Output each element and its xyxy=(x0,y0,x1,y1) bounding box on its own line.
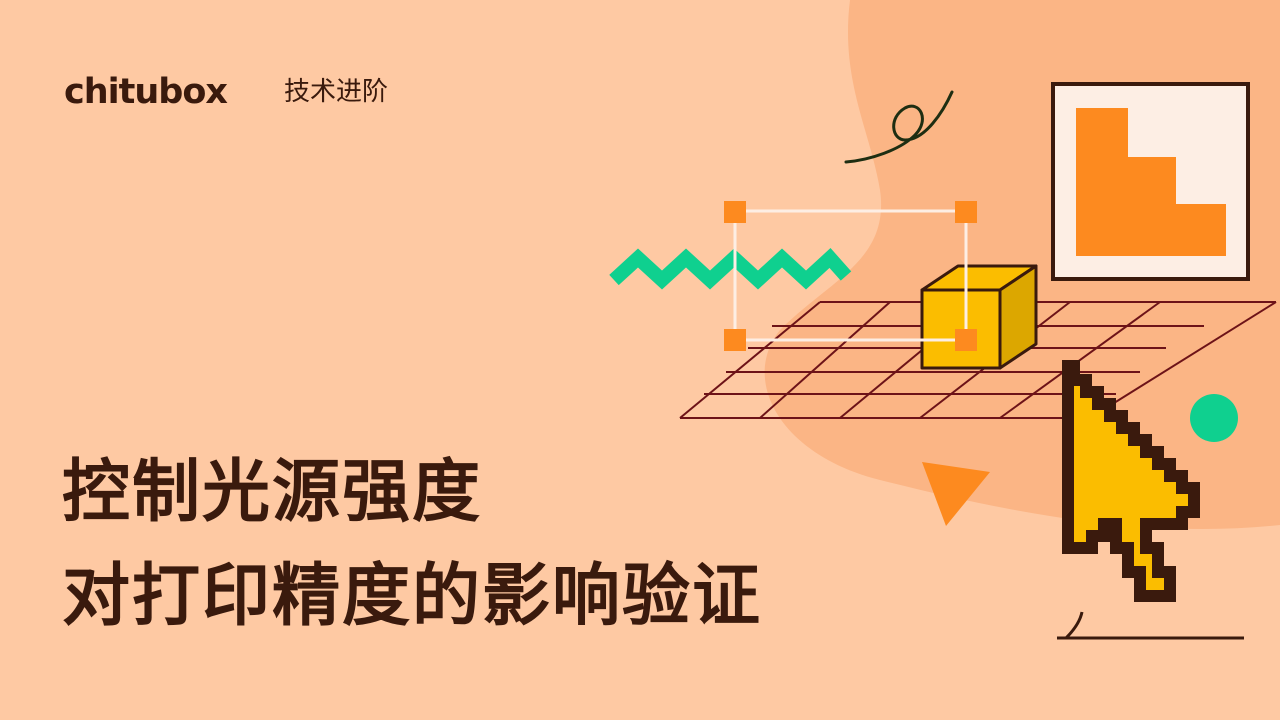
headline: 控制光源强度 对打印精度的影响验证 xyxy=(62,440,762,648)
orange-triangle xyxy=(922,462,990,526)
selection-handle xyxy=(955,201,977,223)
brand-logo[interactable]: chitubox xyxy=(64,72,228,112)
cube xyxy=(920,264,1038,370)
framed-image xyxy=(1051,82,1250,281)
green-dot xyxy=(1190,394,1238,442)
selection-box xyxy=(724,201,977,351)
pixel-cursor-icon xyxy=(1062,360,1200,602)
headline-line-1: 控制光源强度 xyxy=(62,452,483,532)
zigzag-shape xyxy=(609,248,852,290)
selection-handle xyxy=(955,329,977,351)
category-label: 技术进阶 xyxy=(284,77,389,107)
selection-handle xyxy=(724,329,746,351)
selection-handle xyxy=(724,201,746,223)
squiggle-line xyxy=(844,90,954,164)
base-line xyxy=(1057,611,1244,640)
headline-line-2: 对打印精度的影响验证 xyxy=(62,556,763,636)
